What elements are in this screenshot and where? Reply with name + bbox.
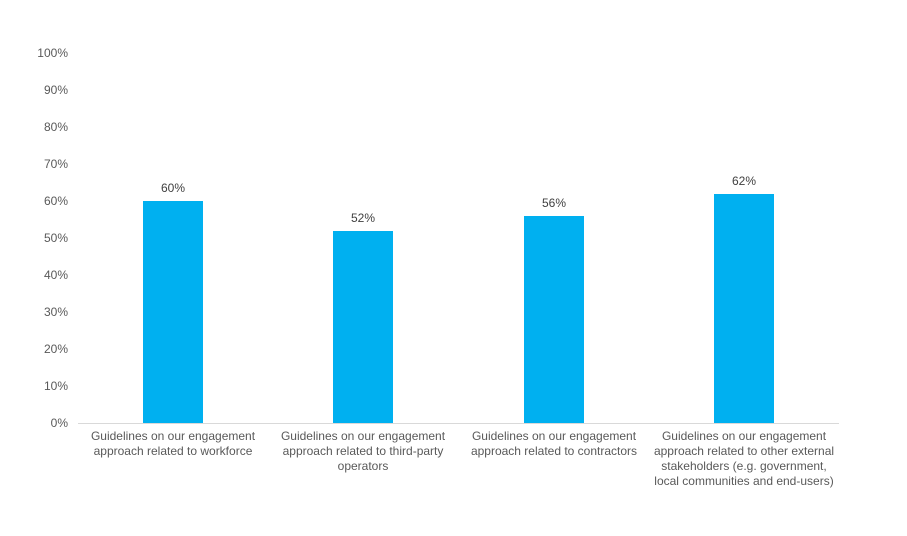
bar-data-label: 60% [160, 181, 186, 195]
y-tick-label: 30% [43, 305, 68, 319]
x-category-label: Guidelines on our engagement approach re… [470, 429, 638, 458]
y-tick-label: 80% [43, 120, 68, 134]
y-tick-label: 100% [37, 46, 68, 60]
bar-data-label: 56% [541, 196, 567, 210]
y-tick-label: 10% [43, 379, 68, 393]
bar [143, 201, 203, 423]
y-tick-label: 40% [43, 268, 68, 282]
bar [524, 216, 584, 423]
y-tick-label: 60% [43, 194, 68, 208]
bar-data-label: 62% [731, 174, 757, 188]
bar-data-label: 52% [350, 211, 376, 225]
x-category-label: Guidelines on our engagement approach re… [653, 429, 835, 488]
x-axis-line [78, 423, 839, 424]
y-tick-label: 20% [43, 342, 68, 356]
bar [333, 231, 393, 423]
y-tick-label: 50% [43, 231, 68, 245]
y-tick-label: 70% [43, 157, 68, 171]
y-tick-label: 90% [43, 83, 68, 97]
bar [714, 194, 774, 423]
y-tick-label: 0% [50, 416, 68, 430]
x-category-label: Guidelines on our engagement approach re… [280, 429, 446, 473]
x-category-label: Guidelines on our engagement approach re… [90, 429, 256, 458]
